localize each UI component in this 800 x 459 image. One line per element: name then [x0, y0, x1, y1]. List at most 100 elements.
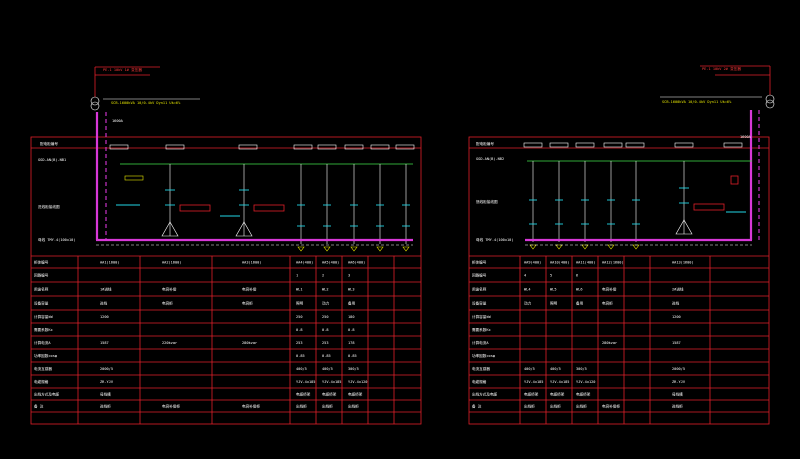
- right-table: [469, 255, 769, 424]
- table-cell: 电容补偿: [242, 286, 257, 291]
- table-row-label: 设备容量: [472, 300, 487, 305]
- table-cell: AA10(400): [550, 260, 569, 264]
- table-row-label: 需要系数Kx: [34, 327, 54, 332]
- table-row-label: 回路编号: [34, 272, 49, 277]
- table-cell: 电容补偿柜: [242, 403, 260, 408]
- table-cell: AA6(400): [348, 260, 365, 264]
- table-cell: 照明: [550, 300, 558, 305]
- table-cell: 180: [348, 315, 355, 319]
- table-cell: 400/5: [524, 367, 535, 371]
- table-cell: AA4(400): [296, 260, 313, 264]
- left-panel: 配电柜编号 GGD-AN(B)-NB1 进线柜接线图 母线 TMY-4(100x…: [30, 66, 422, 425]
- table-cell: 电容补偿柜: [602, 403, 620, 408]
- table-row-label: 计算容量kW: [34, 314, 54, 319]
- table-cell: 253: [322, 341, 329, 345]
- table-row-label: 计算电流A: [34, 340, 51, 345]
- left-busbar-note: 母线 TMY-4(100x10): [38, 237, 75, 242]
- table-cell: WL6: [576, 287, 583, 291]
- table-cell: 0.8: [296, 328, 303, 332]
- left-incoming-rating: 1600A: [112, 119, 124, 123]
- table-row-label: 设备容量: [34, 300, 49, 305]
- table-row-label: 功率因数cosφ: [472, 353, 496, 358]
- right-source-label: PE-1 10kV 2# 变压器: [702, 66, 741, 71]
- table-cell: 出线柜: [296, 403, 307, 408]
- table-cell: 220kvar: [162, 341, 178, 345]
- left-capacitor-branch-1: [116, 164, 211, 237]
- table-cell: 电缆桥架: [296, 391, 311, 396]
- right-capacitor-branch: [675, 161, 746, 235]
- table-row-label: 备 注: [34, 403, 44, 408]
- table-cell: 电缆桥架: [524, 391, 539, 396]
- table-cell: WL5: [550, 287, 557, 291]
- left-table-text: 柜体编号 AA1(1600) AA2(1600) AA3(1600) AA4(400) A…: [34, 259, 367, 408]
- table-cell: WL3: [348, 287, 355, 291]
- table-row-label: 出线方式及电缆: [472, 391, 498, 396]
- left-capacitor-branch-2: [220, 164, 285, 237]
- table-cell: 250: [322, 315, 329, 319]
- table-cell: AA5(400): [322, 260, 339, 264]
- table-cell: 1587: [100, 341, 109, 345]
- table-cell: 4: [524, 273, 526, 277]
- right-panel: 配电柜编号 GGD-AN(B)-NB2 馈线柜接线图 母线 TMY-4(100x…: [468, 65, 775, 425]
- left-feeder-branches: [297, 164, 410, 252]
- table-cell: AA2(1600): [162, 260, 181, 264]
- table-row-label: 柜体编号: [472, 259, 487, 264]
- table-cell: 250: [296, 315, 303, 319]
- table-cell: 出线柜: [322, 403, 333, 408]
- table-cell: 1200: [100, 315, 109, 319]
- table-cell: 进线: [100, 300, 108, 305]
- table-row-label: 出线方式及电缆: [34, 391, 60, 396]
- table-cell: 400/5: [296, 367, 307, 371]
- table-cell: 280kvar: [242, 341, 258, 345]
- table-cell: YJV-4x185: [524, 380, 543, 384]
- left-side-note: 进线柜接线图: [38, 204, 60, 209]
- table-cell: 0.8: [322, 328, 329, 332]
- table-cell: YJV-4x120: [576, 380, 595, 384]
- table-cell: 出线柜: [524, 403, 535, 408]
- table-cell: 0.85: [322, 354, 331, 358]
- table-row-label: 电缆规格: [472, 379, 487, 384]
- table-cell: AA3(1600): [242, 260, 261, 264]
- left-transformer-icon: [90, 96, 100, 106]
- table-cell: 0.8: [348, 328, 355, 332]
- table-cell: 电容补偿: [162, 286, 177, 291]
- table-cell: ZR-YJV: [100, 380, 114, 384]
- table-cell: 备用: [576, 300, 584, 305]
- table-row-label: 回路编号: [472, 272, 487, 277]
- table-cell: 母线槽: [100, 391, 111, 396]
- right-frame: [468, 136, 770, 425]
- table-cell: 2000/5: [672, 367, 685, 371]
- left-source-label: PE-1 10kV 1# 变压器: [103, 67, 142, 72]
- table-row-label: 电流互感器: [34, 366, 52, 371]
- right-side-note: 馈线柜接线图: [476, 199, 498, 204]
- table-cell: 1#进线: [100, 286, 112, 291]
- table-cell: 电容柜: [242, 300, 253, 305]
- table-row-label: 计算容量kW: [472, 314, 492, 319]
- table-cell: 备用: [348, 300, 356, 305]
- left-model-text: GGD-AN(B)-NB1: [38, 158, 66, 162]
- right-feeder-branches: [529, 161, 640, 250]
- table-cell: 照明: [296, 300, 304, 305]
- table-cell: 253: [296, 341, 303, 345]
- table-cell: 出线柜: [550, 403, 561, 408]
- right-header-label: 配电柜编号: [476, 141, 494, 146]
- table-row-label: 用途名称: [472, 286, 487, 291]
- table-cell: 动力: [322, 300, 330, 305]
- table-row-label: 电流互感器: [472, 366, 490, 371]
- table-cell: AA12(1600): [602, 260, 624, 264]
- table-cell: 进线柜: [672, 403, 683, 408]
- table-cell: 母线槽: [672, 391, 683, 396]
- table-cell: 电容补偿柜: [162, 403, 180, 408]
- table-cell: AA11(400): [576, 260, 595, 264]
- right-table-text: 柜体编号 AA9(400) AA10(400) AA11(400) AA12(1600)…: [472, 259, 694, 408]
- table-row-label: 备 注: [472, 403, 482, 408]
- table-cell: 动力: [524, 300, 532, 305]
- table-cell: YJV-4x185: [550, 380, 569, 384]
- table-cell: 6: [576, 273, 578, 277]
- table-cell: 1: [296, 273, 298, 277]
- table-cell: 2: [322, 273, 324, 277]
- right-busbar-note: 母线 TMY-4(100x10): [476, 237, 513, 242]
- table-cell: ZR-YJV: [672, 380, 686, 384]
- table-cell: 电缆桥架: [322, 391, 337, 396]
- table-cell: 电容补偿: [602, 286, 617, 291]
